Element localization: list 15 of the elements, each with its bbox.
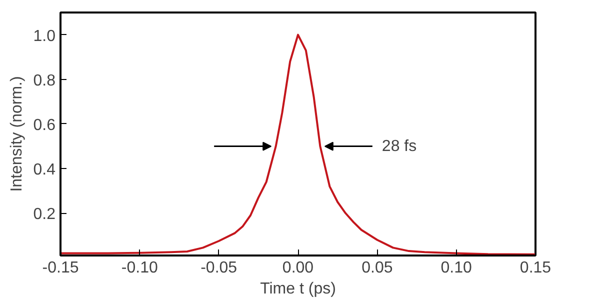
y-tick-label: 0.6 [33, 116, 56, 134]
y-tick-label: 0.8 [33, 72, 56, 90]
x-tick-label: 0.00 [282, 260, 314, 276]
y-tick-label: 1.0 [33, 28, 56, 45]
x-tick-label: 0.15 [520, 260, 552, 276]
x-tick-label: -0.10 [121, 260, 158, 276]
x-tick-label: 0.05 [362, 260, 393, 276]
y-tick-label: 0.4 [33, 162, 56, 179]
x-tick-label: -0.05 [200, 260, 238, 276]
annotation: 28 fs [382, 138, 417, 155]
y-axis-title: Intensity (norm.) [8, 76, 26, 192]
y-tick-label: 0.2 [33, 206, 56, 224]
x-tick-label: -0.15 [42, 260, 79, 276]
x-tick-label: 0.10 [440, 260, 472, 276]
x-axis-title: Time t (ps) [260, 280, 336, 298]
